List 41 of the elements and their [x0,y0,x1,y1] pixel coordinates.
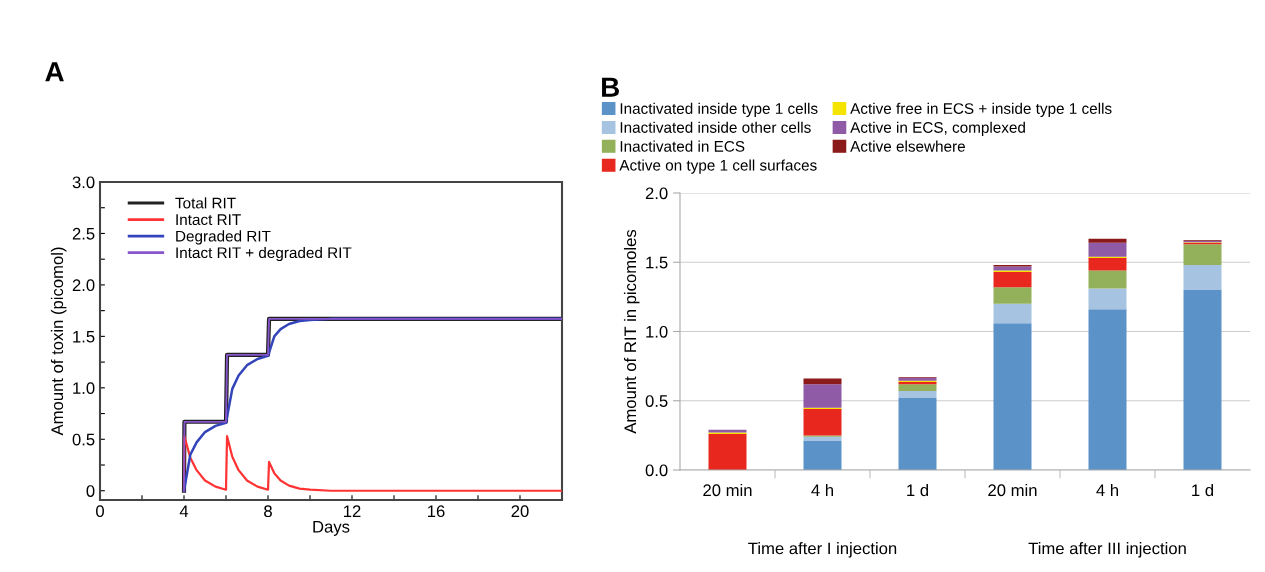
y-tick-label: 2.5 [72,227,95,240]
y-tick-label: 1.0 [73,382,95,395]
y-tick-label: 1.5 [646,256,668,269]
y-tick-label: 2.0 [72,279,95,292]
legend-label: Degraded RIT [176,230,271,245]
legend-label: Active free in ECS + inside type 1 cells [850,102,1112,117]
legend-label: Intact RIT [176,214,241,226]
x-tick-label: 1 d [907,483,929,497]
legend-label: Inactivated inside type 1 cells [620,102,818,117]
legend-label: Inactivated in ECS [620,140,745,152]
legend-label: Active on type 1 cell surfaces [619,159,817,174]
text: Time after I injection [748,542,897,558]
text: Time after III injection [1028,542,1186,558]
y-tick-label: 1.0 [646,325,668,338]
y-tick-label: 1.5 [73,330,95,343]
x-tick-label: 16 [428,505,445,518]
y-axis-title: Amount of RIT in picomoles [623,229,640,434]
legend-label: Inactivated inside other cells [620,121,811,133]
y-tick-label: 0.5 [72,433,95,446]
chart-title: B [602,77,619,97]
x-tick-label: 8 [264,505,272,518]
x-tick-label: 1 d [1192,483,1214,497]
chart-title: A [45,62,64,82]
legend-label: Intact RIT + degraded RIT [176,246,352,262]
x-tick-label: 20 [511,505,529,518]
y-tick-label: 0.5 [645,395,668,407]
y-tick-label: 0.0 [645,464,668,477]
x-tick-label: 20 min [988,483,1037,497]
legend-label: Total RIT [175,197,236,209]
x-tick-label: 4 h [1096,483,1118,496]
x-tick-label: 12 [344,505,361,517]
x-tick-label: 4 [179,505,189,517]
y-tick-label: 2.0 [645,187,668,200]
x-tick-label: 0 [96,505,104,518]
legend-label: Active elsewhere [850,140,965,152]
x-tick-label: 4 h [811,483,833,496]
y-axis-title: Amount of toxin (picomol) [50,247,67,436]
legend-label: Active in ECS, complexed [850,121,1025,136]
x-axis-title: Days [313,521,350,536]
y-tick-label: 3.0 [72,176,95,189]
x-tick-label: 20 min [703,483,752,497]
